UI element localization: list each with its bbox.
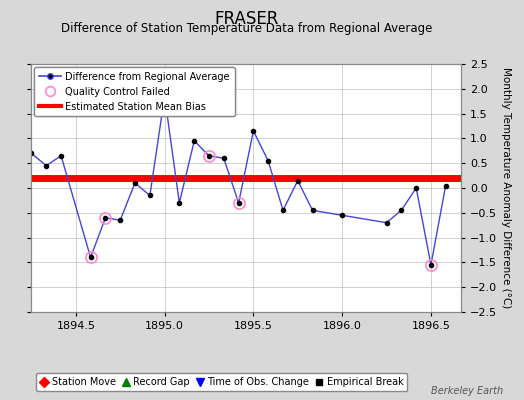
Legend: Station Move, Record Gap, Time of Obs. Change, Empirical Break: Station Move, Record Gap, Time of Obs. C… [36,373,408,391]
Text: Difference of Station Temperature Data from Regional Average: Difference of Station Temperature Data f… [61,22,432,35]
Text: Berkeley Earth: Berkeley Earth [431,386,503,396]
Legend: Difference from Regional Average, Quality Control Failed, Estimated Station Mean: Difference from Regional Average, Qualit… [35,67,235,116]
Y-axis label: Monthly Temperature Anomaly Difference (°C): Monthly Temperature Anomaly Difference (… [501,67,511,309]
Text: FRASER: FRASER [214,10,278,28]
